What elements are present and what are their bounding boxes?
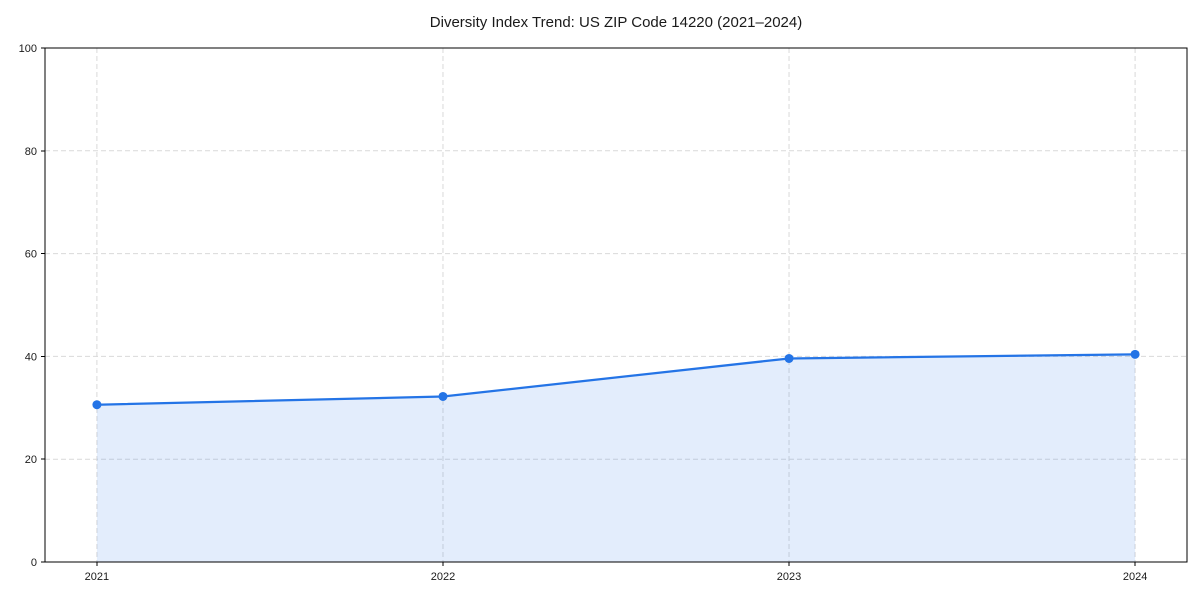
data-points — [92, 349, 1140, 410]
chart-title: Diversity Index Trend: US ZIP Code 14220… — [430, 14, 802, 31]
data-point-2022 — [438, 391, 448, 401]
data-point-2023 — [784, 353, 794, 363]
y-tick-label: 40 — [25, 351, 37, 363]
y-tick-label: 60 — [25, 249, 37, 261]
y-tick-label: 80 — [25, 146, 37, 158]
tick-marks — [41, 47, 1136, 566]
area-fill-shape — [96, 354, 1136, 562]
x-tick-label: 2024 — [1123, 571, 1147, 583]
area-fill — [96, 354, 1136, 562]
y-tick-label: 20 — [25, 454, 37, 466]
x-tick-label: 2022 — [431, 571, 455, 583]
trend-line — [95, 353, 1137, 406]
trend-line-path — [95, 353, 1137, 406]
x-tick-label: 2021 — [85, 571, 109, 583]
data-point-2024 — [1130, 349, 1140, 359]
y-tick-label: 100 — [19, 43, 37, 55]
plot-border — [44, 47, 1188, 563]
data-point-2021 — [92, 400, 102, 410]
tick-labels: 0 20 40 60 80 100 2021 2022 2023 2024 — [19, 43, 1148, 583]
y-tick-label: 0 — [31, 557, 37, 569]
axes-box — [44, 47, 1188, 563]
x-tick-label: 2023 — [777, 571, 801, 583]
